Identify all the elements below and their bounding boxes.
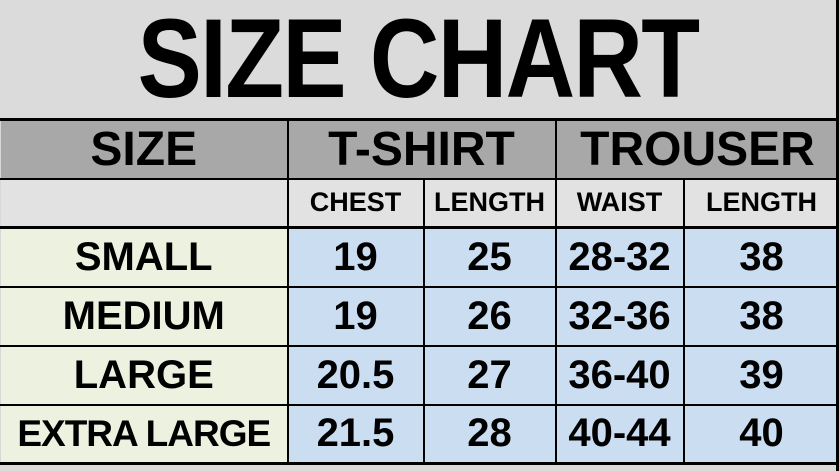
chest-value: 20.5 [286,344,425,406]
header-row: SIZE T-SHIRT TROUSER [0,118,836,180]
chest-value: 21.5 [286,403,425,465]
subheader-chest: CHEST [286,177,425,229]
column-header-tshirt: T-SHIRT [286,118,557,180]
table-row-medium: MEDIUM 19 26 32-36 38 [0,285,836,347]
tshirt-length-value: 25 [422,226,557,288]
waist-value: 36-40 [554,344,685,406]
trouser-length-value: 38 [682,285,836,347]
size-label: MEDIUM [0,285,289,347]
column-header-size: SIZE [0,118,289,180]
page-title: SIZE CHART [137,0,700,118]
table-row-extra-large: EXTRA LARGE 21.5 28 40-44 40 [0,403,836,465]
waist-value: 28-32 [554,226,685,288]
size-label: LARGE [0,344,289,406]
subheader-tshirt-length: LENGTH [422,177,557,229]
subheader-empty-cell [0,177,289,229]
waist-value: 32-36 [554,285,685,347]
title-bar: SIZE CHART [0,0,836,118]
size-table: SIZE T-SHIRT TROUSER CHEST LENGTH WAIST … [0,118,836,465]
tshirt-length-value: 27 [422,344,557,406]
column-header-trouser: TROUSER [554,118,836,180]
tshirt-length-value: 26 [422,285,557,347]
tshirt-length-value: 28 [422,403,557,465]
trouser-length-value: 40 [682,403,836,465]
size-label: SMALL [0,226,289,288]
trouser-length-value: 38 [682,226,836,288]
subheader-row: CHEST LENGTH WAIST LENGTH [0,177,836,229]
subheader-waist: WAIST [554,177,685,229]
table-row-large: LARGE 20.5 27 36-40 39 [0,344,836,406]
size-label: EXTRA LARGE [0,403,289,465]
chest-value: 19 [286,285,425,347]
waist-value: 40-44 [554,403,685,465]
trouser-length-value: 39 [682,344,836,406]
subheader-trouser-length: LENGTH [682,177,836,229]
table-row-small: SMALL 19 25 28-32 38 [0,226,836,288]
chest-value: 19 [286,226,425,288]
